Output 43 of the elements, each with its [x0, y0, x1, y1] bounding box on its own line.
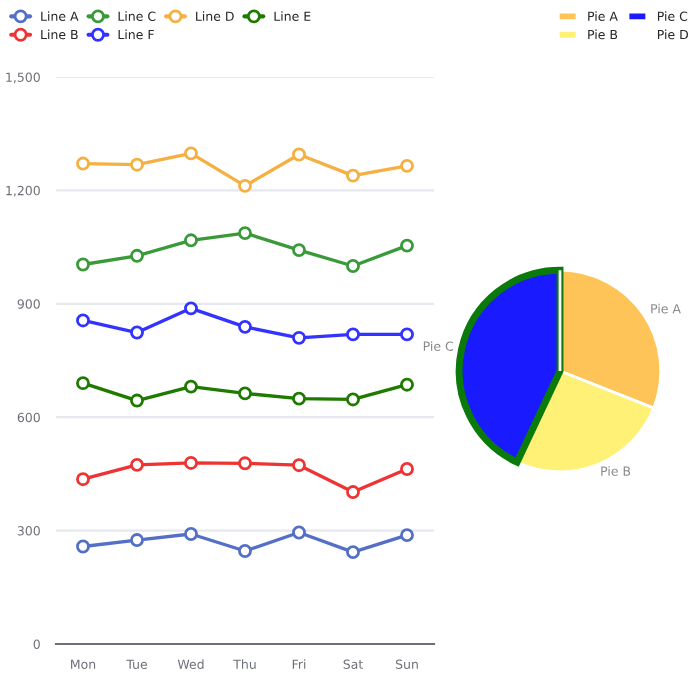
point: [184, 146, 198, 161]
point: [184, 379, 198, 394]
point: [130, 325, 144, 340]
point: [76, 539, 90, 554]
point: [238, 386, 252, 401]
point: [184, 233, 198, 248]
point: [130, 157, 144, 172]
point: [76, 257, 90, 272]
point: [400, 327, 414, 342]
point: [130, 393, 144, 408]
point: [400, 377, 414, 392]
point: [238, 178, 252, 193]
point: [76, 156, 90, 171]
point: [346, 392, 360, 407]
point: [238, 544, 252, 558]
point: [184, 455, 198, 470]
point: [130, 248, 144, 263]
point: [400, 528, 414, 543]
pie-slice: [455, 266, 564, 466]
point: [292, 458, 306, 473]
point: [76, 472, 90, 487]
point: [346, 485, 360, 499]
point: [238, 456, 252, 471]
point: [238, 319, 252, 334]
point: [346, 327, 360, 342]
point: [76, 376, 90, 391]
point: [184, 301, 198, 316]
point: [130, 457, 144, 472]
point: [346, 168, 360, 183]
point: [184, 527, 198, 541]
point: [400, 238, 414, 253]
point: [400, 158, 414, 173]
point: [292, 391, 306, 406]
point: [400, 462, 414, 476]
point: [130, 533, 144, 547]
point: [292, 147, 306, 162]
point: [238, 226, 252, 241]
point: [76, 313, 90, 328]
point: [292, 525, 306, 540]
point: [292, 330, 306, 345]
point: [292, 243, 306, 258]
point: [346, 545, 360, 560]
point: [346, 259, 360, 273]
